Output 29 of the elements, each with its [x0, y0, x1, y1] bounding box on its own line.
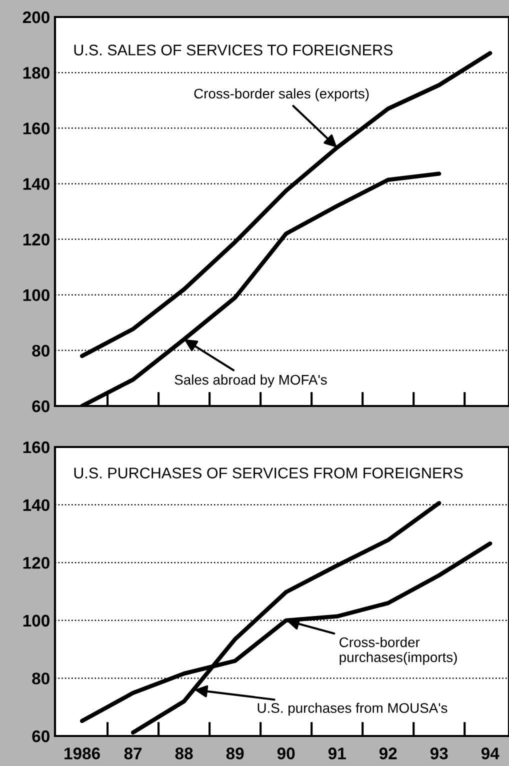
y-tick-label: 80	[32, 672, 50, 684]
text: U.S. SALES OF SERVICES TO FOREIGNERS	[74, 44, 393, 56]
y-tick-label: 120	[23, 234, 50, 246]
y-tick-label: 200	[22, 11, 50, 24]
x-tick-label: 92	[379, 748, 397, 760]
x-tick-label: 93	[430, 748, 448, 760]
y-tick-label: 120	[23, 557, 50, 569]
y-tick-label: 160	[23, 122, 50, 134]
x-tick-label: 87	[124, 748, 142, 760]
y-tick-label: 80	[32, 344, 50, 357]
x-tick-label: 91	[328, 748, 346, 760]
annotation: Cross-border sales (exports)	[194, 88, 369, 102]
y-tick-label: 140	[23, 499, 50, 512]
text: U.S. PURCHASES OF SERVICES FROM FOREIGNERS	[74, 468, 463, 478]
y-tick-label: 180	[23, 66, 50, 79]
y-tick-label: 100	[23, 289, 50, 302]
y-tick-label: 140	[23, 178, 50, 190]
annotation: U.S. purchases from MOUSA's	[258, 702, 448, 716]
annotation: Cross-border purchases(imports)	[340, 637, 457, 665]
x-tick-label: 94	[481, 748, 500, 760]
y-tick-label: 60	[32, 730, 50, 742]
x-tick-label: 88	[175, 748, 193, 760]
y-tick-label: 60	[32, 400, 50, 412]
annotation: Sales abroad by MOFA's	[174, 374, 327, 388]
y-tick-label: 160	[23, 441, 50, 454]
x-tick-label: 89	[226, 748, 244, 760]
y-tick-label: 100	[23, 614, 50, 627]
x-tick-label: 90	[277, 748, 295, 760]
x-tick-label: 1986	[64, 748, 100, 760]
